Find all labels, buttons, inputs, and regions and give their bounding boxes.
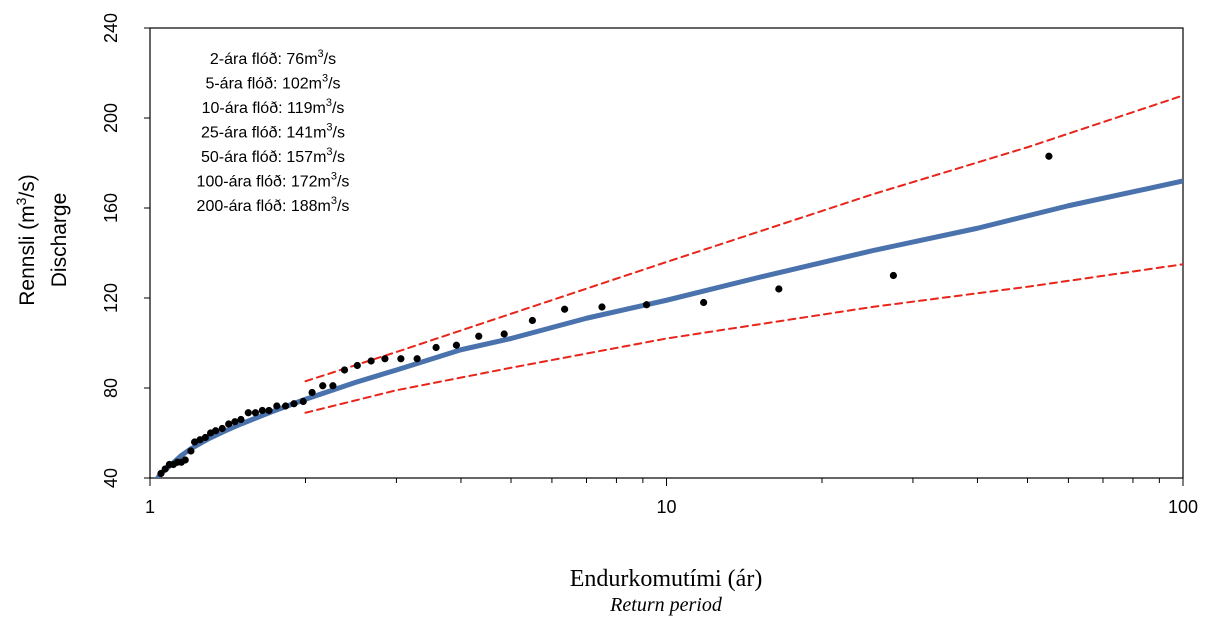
annotation-text: 100-ára flóð: 172m — [197, 174, 331, 191]
annotation-line: 200-ára flóð: 188m3/s — [197, 195, 350, 215]
annotation-superscript: 3 — [331, 195, 337, 207]
observed-point — [452, 341, 461, 349]
annotation-unit: /s — [332, 100, 344, 117]
observed-point — [413, 355, 421, 363]
observed-point — [642, 301, 651, 309]
observed-point — [191, 438, 199, 446]
observed-point — [201, 433, 209, 442]
plot-frame — [149, 27, 1184, 479]
upper-confidence-line — [304, 94, 1183, 383]
observed-point — [244, 409, 252, 417]
annotation-unit: /s — [333, 125, 345, 142]
annotation-superscript: 3 — [322, 73, 328, 85]
annotation-unit: /s — [333, 149, 345, 166]
observed-point — [218, 424, 226, 433]
observed-point — [775, 285, 783, 293]
series-group — [154, 94, 1183, 478]
annotation-superscript: 3 — [331, 171, 337, 183]
observed-point — [1045, 152, 1053, 160]
observed-point — [381, 355, 389, 363]
lower-confidence-line — [304, 263, 1183, 414]
y-tick-label: 80 — [101, 378, 121, 398]
annotation-superscript: 3 — [318, 48, 324, 60]
observed-point — [500, 330, 508, 338]
observed-point — [319, 382, 327, 390]
annotation-text: 50-ára flóð: 157m — [201, 149, 326, 166]
annotation-line: 100-ára flóð: 172m3/s — [197, 171, 350, 191]
observed-point — [265, 406, 273, 415]
observed-point — [258, 406, 266, 415]
y-tick-label: 40 — [101, 468, 121, 488]
y-tick-label: 240 — [101, 13, 121, 43]
annotation-unit: /s — [328, 76, 340, 93]
flood-annotations: 2-ára flóð: 76m3/s5-ára flóð: 102m3/s10-… — [197, 48, 350, 215]
annotation-line: 10-ára flóð: 119m3/s — [202, 97, 345, 117]
observed-point — [340, 366, 349, 374]
observed-point — [281, 402, 290, 410]
y-axis-label: Rennsli (m3/s) — [13, 174, 39, 305]
annotation-superscript: 3 — [326, 97, 332, 109]
y-axis-title: Rennsli (m3/s) Discharge — [13, 174, 71, 305]
observed-point — [889, 271, 898, 280]
observed-point — [299, 397, 307, 406]
annotation-text: 25-ára flóð: 141m — [201, 125, 326, 142]
annotation-unit: /s — [324, 51, 336, 68]
annotation-text: 5-ára flóð: 102m — [205, 76, 322, 93]
annotation-superscript: 3 — [326, 146, 332, 158]
observed-point — [187, 447, 195, 455]
observed-point — [432, 343, 440, 352]
annotation-line: 2-ára flóð: 76m3/s — [210, 48, 336, 68]
observed-point — [367, 357, 375, 365]
annotation-unit: /s — [337, 174, 349, 191]
annotation-line: 5-ára flóð: 102m3/s — [205, 73, 340, 93]
x-axis-sublabel: Return period — [609, 594, 723, 616]
annotation-text: 10-ára flóð: 119m — [202, 100, 326, 117]
x-axis-label: Endurkomutími (ár) — [570, 566, 763, 592]
observed-point — [212, 427, 220, 435]
observed-point — [598, 303, 606, 311]
observed-point — [290, 400, 298, 408]
annotation-line: 25-ára flóð: 141m3/s — [201, 122, 345, 142]
observed-point — [308, 388, 316, 397]
y-tick-label: 200 — [101, 103, 121, 133]
observed-point — [475, 332, 483, 340]
fitted-frequency-curve — [154, 178, 1183, 478]
x-tick-label: 100 — [1168, 497, 1198, 517]
observed-point — [561, 305, 569, 313]
annotation-line: 50-ára flóð: 157m3/s — [201, 146, 345, 166]
annotation-superscript: 3 — [326, 122, 332, 134]
y-tick-label: 120 — [101, 283, 121, 313]
x-tick-label: 1 — [145, 497, 155, 517]
observed-point — [353, 361, 361, 370]
x-tick-label: 10 — [656, 497, 676, 517]
observed-point — [273, 402, 281, 410]
annotation-unit: /s — [337, 198, 349, 215]
observed-point — [700, 298, 708, 307]
plot-area: 40 80 120 160 200 240 1 10 100 — [101, 13, 1198, 517]
observed-point — [225, 420, 233, 428]
y-tick-label: 160 — [101, 193, 121, 223]
annotation-text: 2-ára flóð: 76m — [210, 51, 318, 68]
annotation-text: 200-ára flóð: 188m — [197, 198, 331, 215]
observed-point — [237, 415, 245, 424]
observed-point — [231, 418, 239, 426]
y-axis-sublabel: Discharge — [48, 193, 71, 288]
observed-point — [329, 382, 337, 390]
observed-point — [181, 456, 189, 464]
observed-point — [397, 355, 405, 363]
observed-point — [251, 409, 260, 417]
observed-point — [157, 469, 165, 478]
observed-point — [528, 316, 536, 325]
